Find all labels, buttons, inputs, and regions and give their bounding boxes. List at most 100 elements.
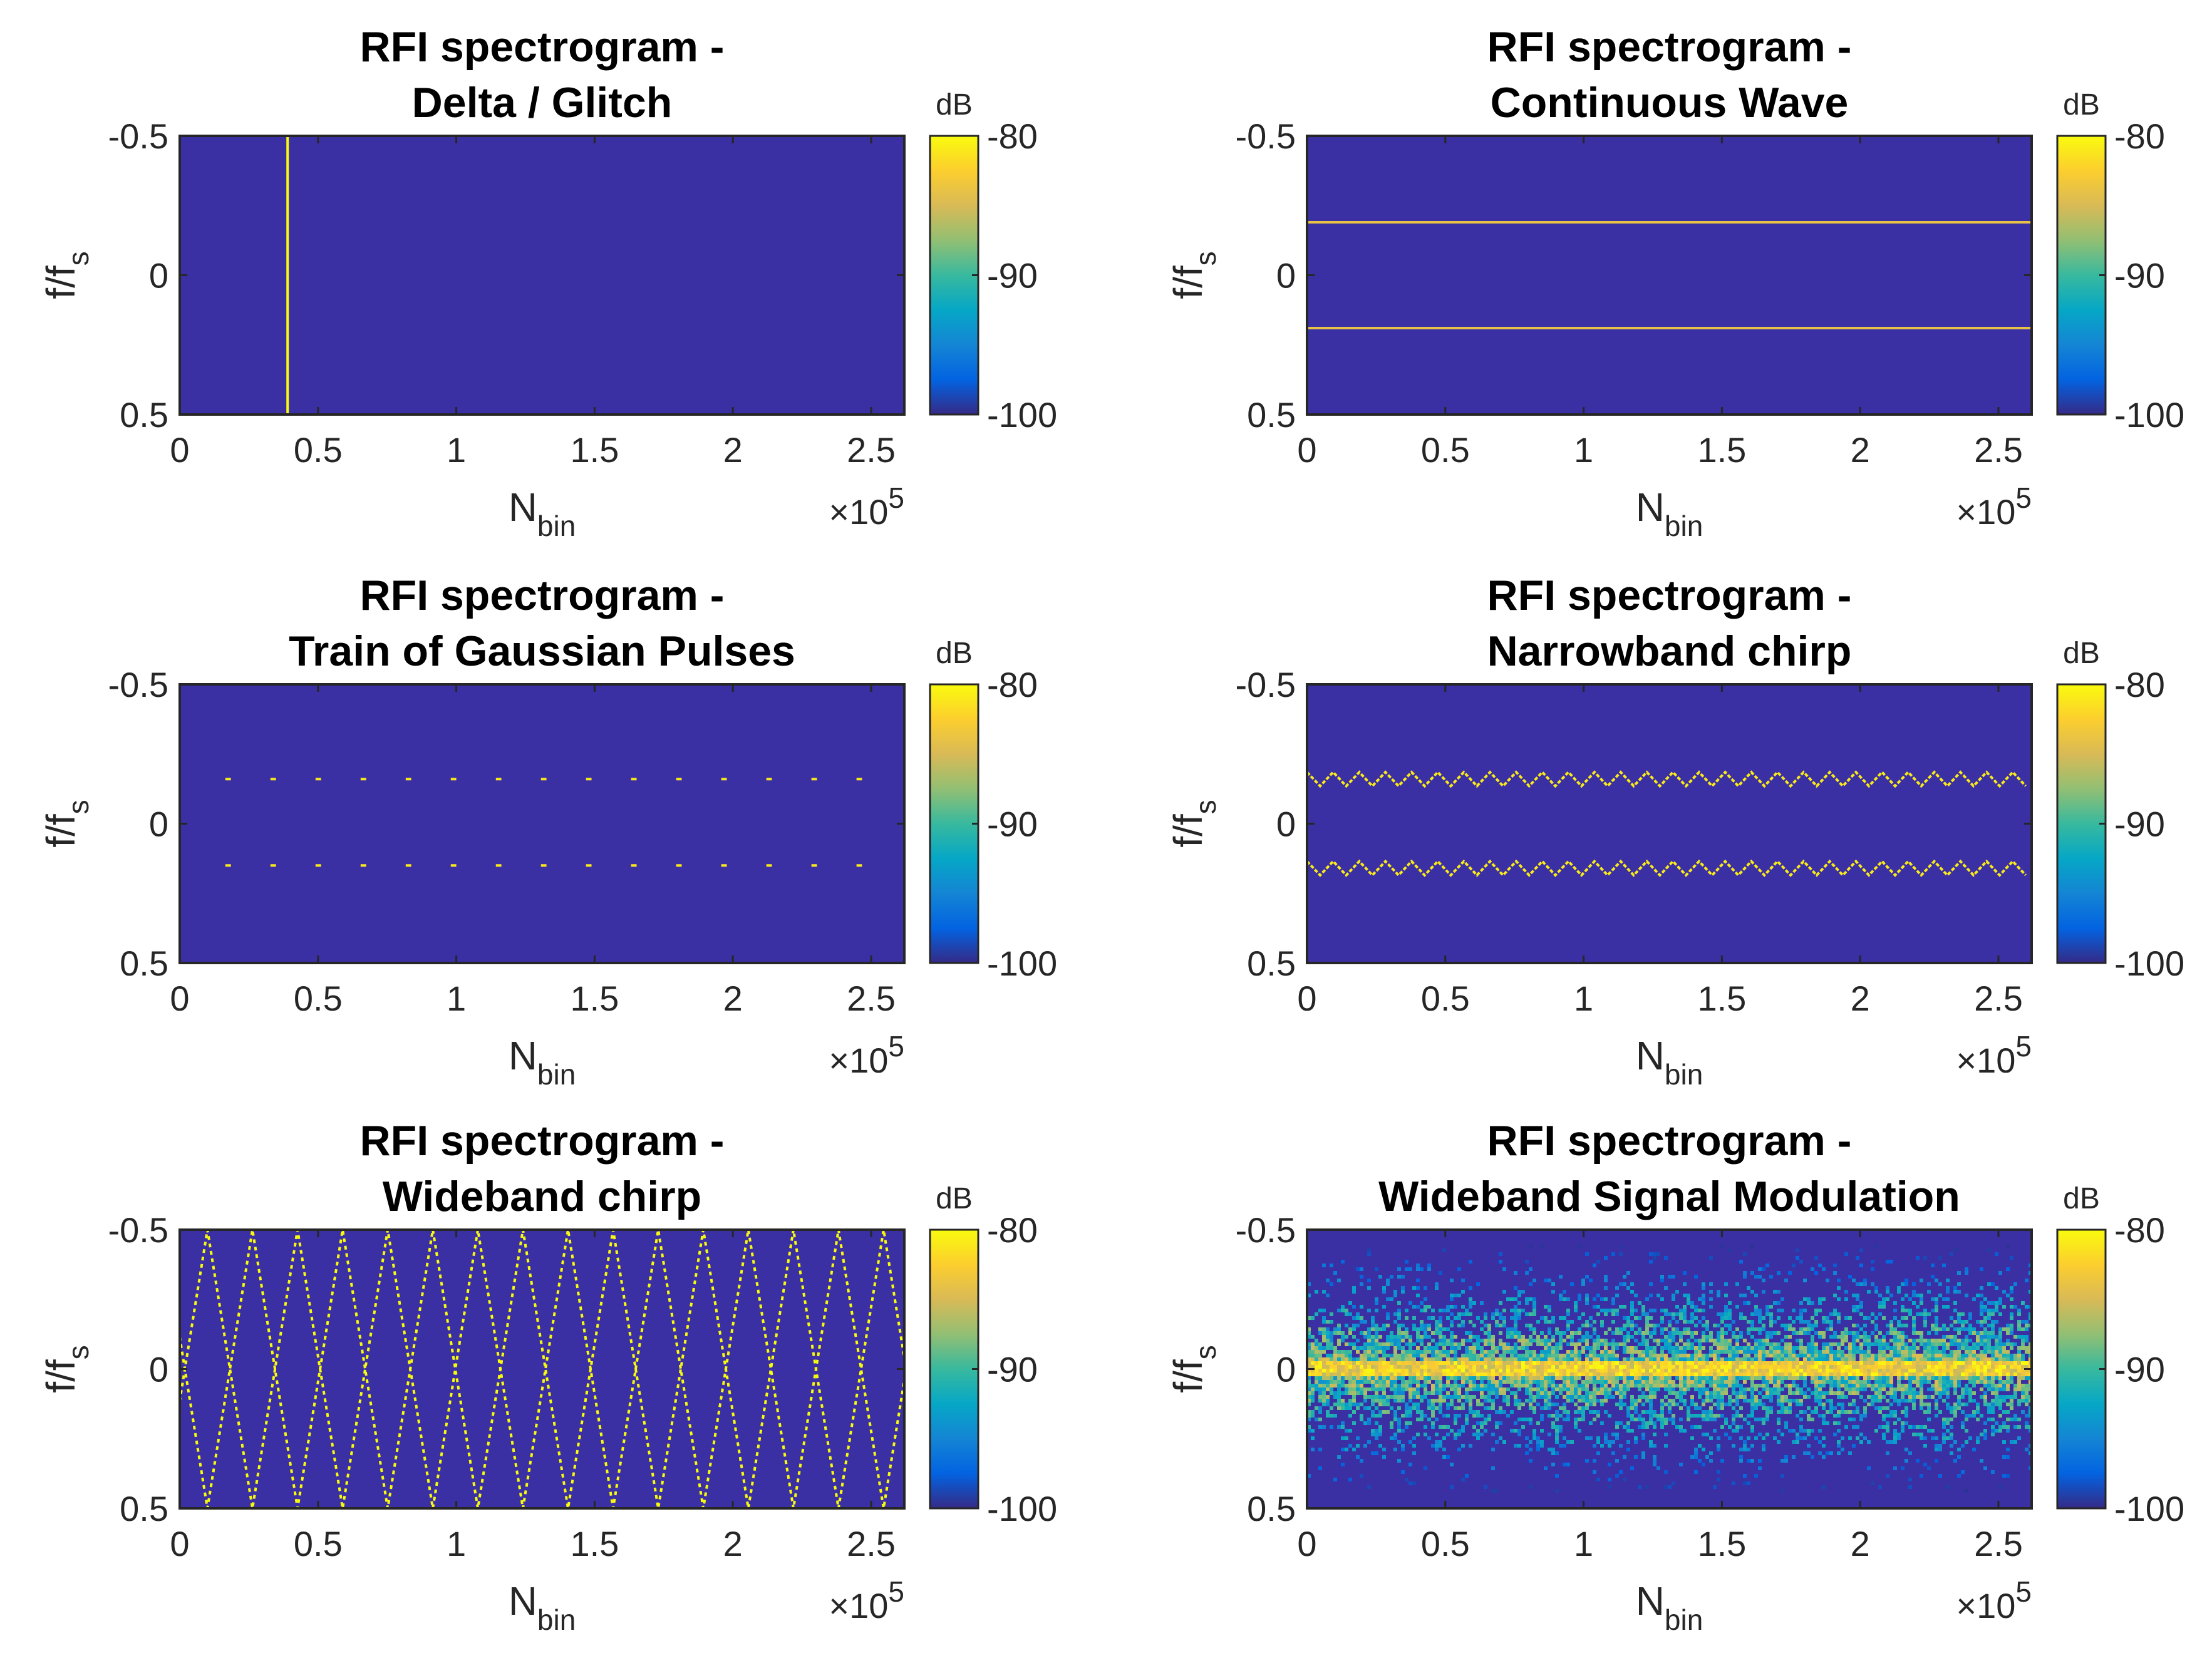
modulation-cell	[1360, 1305, 1363, 1309]
modulation-cell	[1762, 1350, 1765, 1354]
modulation-cell	[1559, 1294, 1563, 1297]
modulation-cell	[1927, 1410, 1931, 1414]
modulation-cell	[1626, 1369, 1630, 1372]
modulation-cell	[1942, 1354, 1946, 1357]
modulation-cell	[1995, 1369, 1998, 1372]
modulation-cell	[1397, 1335, 1401, 1339]
modulation-cell	[1382, 1327, 1386, 1331]
modulation-cell	[1991, 1418, 1995, 1421]
modulation-cell	[1653, 1380, 1656, 1384]
modulation-cell	[1427, 1335, 1431, 1339]
modulation-cell	[1416, 1350, 1420, 1354]
modulation-cell	[1461, 1365, 1465, 1369]
modulation-cell	[1548, 1391, 1551, 1395]
spectrogram-background	[180, 136, 904, 414]
modulation-cell	[1446, 1316, 1450, 1320]
modulation-cell	[1341, 1350, 1345, 1354]
modulation-cell	[2025, 1388, 2029, 1391]
modulation-cell	[1931, 1297, 1935, 1301]
modulation-cell	[1476, 1339, 1480, 1342]
modulation-cell	[1762, 1403, 1765, 1406]
modulation-cell	[1852, 1384, 1856, 1388]
modulation-cell	[1641, 1376, 1645, 1380]
modulation-cell	[1874, 1380, 1878, 1384]
modulation-cell	[1893, 1436, 1897, 1440]
modulation-cell	[1694, 1350, 1698, 1354]
modulation-cell	[1412, 1380, 1416, 1384]
modulation-cell	[1972, 1357, 1976, 1361]
modulation-cell	[1724, 1391, 1728, 1395]
modulation-cell	[1901, 1316, 1904, 1320]
modulation-cell	[1826, 1361, 1829, 1365]
x-tick-label: 1	[1574, 979, 1593, 1018]
modulation-cell	[1923, 1324, 1927, 1327]
modulation-cell	[1983, 1436, 1987, 1440]
modulation-cell	[1837, 1365, 1841, 1369]
modulation-cell	[1457, 1433, 1461, 1436]
modulation-cell	[1946, 1327, 1950, 1331]
modulation-cell	[1788, 1357, 1792, 1361]
modulation-cell	[1758, 1399, 1762, 1403]
modulation-cell	[1882, 1425, 1886, 1429]
modulation-cell	[1585, 1380, 1589, 1384]
modulation-cell	[1980, 1339, 1983, 1342]
modulation-cell	[1454, 1369, 1457, 1372]
modulation-cell	[1668, 1403, 1672, 1406]
modulation-cell	[1957, 1357, 1961, 1361]
modulation-cell	[1889, 1376, 1893, 1380]
modulation-cell	[1938, 1342, 1942, 1346]
modulation-cell	[1525, 1418, 1529, 1421]
modulation-cell	[1484, 1399, 1487, 1403]
modulation-cell	[1375, 1346, 1378, 1350]
modulation-cell	[1393, 1335, 1397, 1339]
modulation-cell	[1566, 1335, 1570, 1339]
modulation-cell	[2002, 1342, 2006, 1346]
modulation-cell	[1957, 1384, 1961, 1388]
modulation-cell	[2013, 1282, 2017, 1286]
modulation-cell	[1664, 1395, 1668, 1399]
modulation-cell	[1510, 1354, 1514, 1357]
modulation-cell	[1668, 1365, 1672, 1369]
modulation-cell	[1814, 1324, 1818, 1327]
modulation-cell	[1777, 1361, 1780, 1365]
modulation-cell	[1822, 1357, 1826, 1361]
modulation-cell	[2017, 1384, 2021, 1388]
modulation-cell	[1570, 1342, 1574, 1346]
modulation-cell	[1660, 1297, 1664, 1301]
modulation-cell	[1427, 1369, 1431, 1372]
modulation-cell	[1604, 1380, 1608, 1384]
modulation-cell	[1326, 1414, 1330, 1418]
modulation-cell	[1461, 1384, 1465, 1388]
modulation-cell	[1803, 1410, 1807, 1414]
modulation-cell	[1393, 1448, 1397, 1451]
modulation-cell	[1341, 1365, 1345, 1369]
modulation-cell	[1683, 1380, 1687, 1384]
modulation-cell	[1807, 1388, 1811, 1391]
modulation-cell	[1525, 1372, 1529, 1376]
modulation-cell	[1386, 1384, 1390, 1388]
modulation-cell	[1799, 1354, 1803, 1357]
modulation-cell	[1720, 1365, 1724, 1369]
modulation-cell	[1698, 1425, 1702, 1429]
modulation-cell	[1653, 1391, 1656, 1395]
modulation-cell	[1382, 1286, 1386, 1290]
modulation-cell	[1461, 1290, 1465, 1294]
modulation-cell	[1491, 1369, 1495, 1372]
modulation-cell	[1416, 1327, 1420, 1331]
modulation-cell	[1566, 1309, 1570, 1312]
modulation-cell	[2029, 1324, 2032, 1327]
modulation-cell	[1544, 1388, 1548, 1391]
modulation-cell	[1965, 1384, 1968, 1388]
modulation-cell	[1859, 1249, 1863, 1252]
modulation-cell	[1965, 1320, 1968, 1324]
modulation-cell	[1604, 1384, 1608, 1388]
modulation-cell	[1942, 1335, 1946, 1339]
modulation-cell	[1330, 1282, 1333, 1286]
modulation-cell	[2029, 1380, 2032, 1384]
modulation-cell	[1935, 1324, 1938, 1327]
modulation-cell	[1957, 1316, 1961, 1320]
modulation-cell	[1341, 1335, 1345, 1339]
modulation-cell	[1920, 1342, 1923, 1346]
modulation-cell	[1904, 1414, 1908, 1418]
modulation-cell	[1341, 1380, 1345, 1384]
